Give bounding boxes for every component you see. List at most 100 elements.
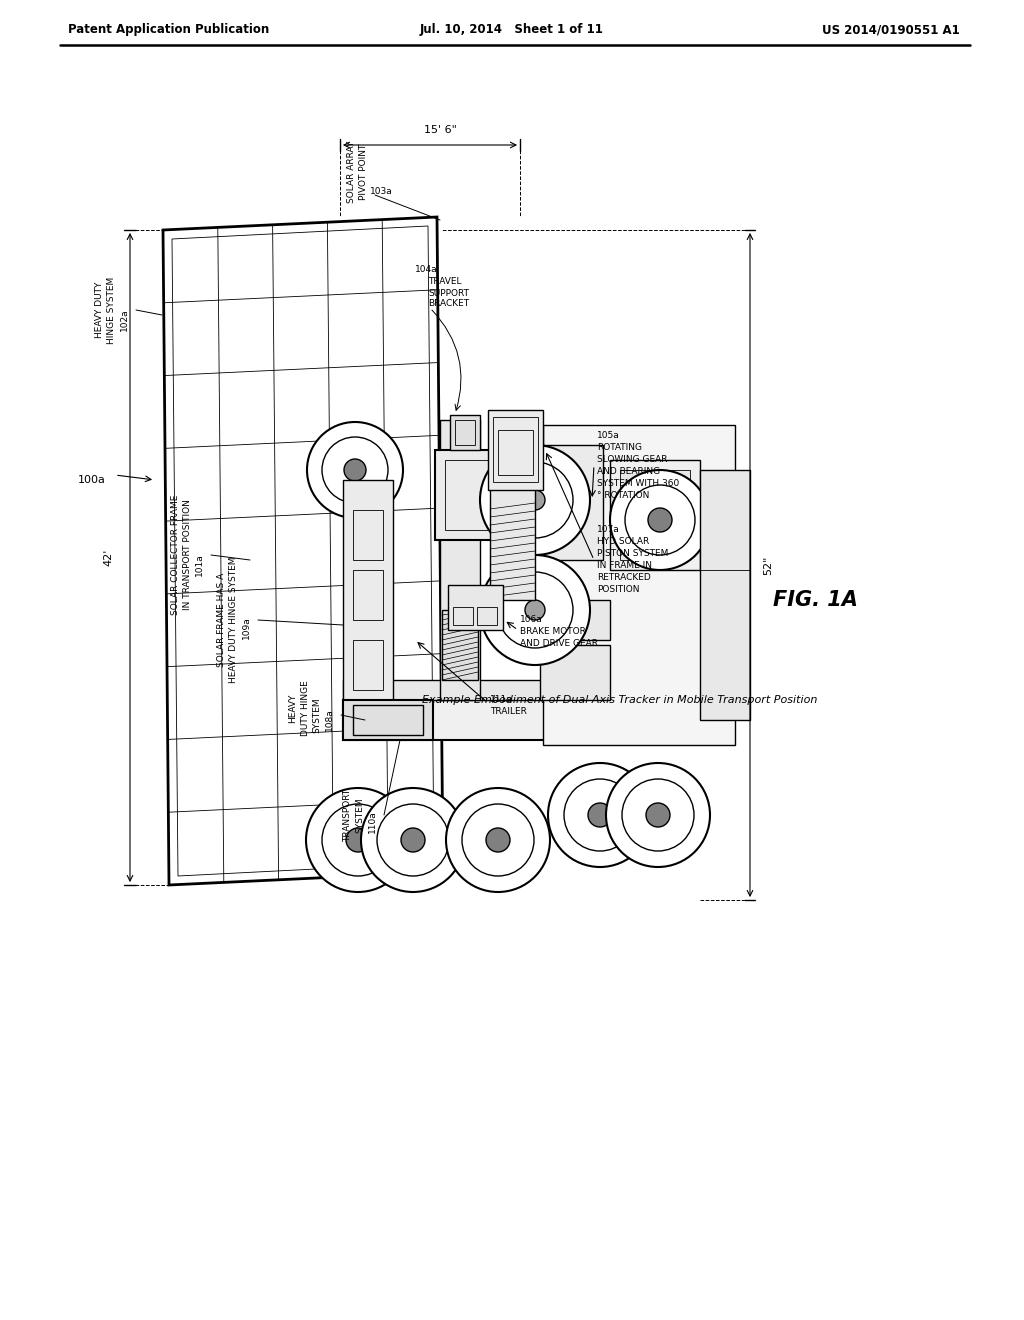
Circle shape (622, 779, 694, 851)
Text: PIVOT POINT: PIVOT POINT (359, 144, 369, 201)
Bar (700, 470, 750, 570)
Circle shape (588, 803, 612, 828)
Bar (353, 705, 423, 735)
Bar (343, 700, 700, 741)
Bar (449, 585, 503, 630)
Text: 108a: 108a (325, 709, 334, 731)
Text: HEAVY: HEAVY (289, 693, 298, 722)
Text: 42': 42' (103, 549, 113, 566)
Circle shape (480, 554, 590, 665)
Text: 110a: 110a (368, 810, 377, 833)
Bar (442, 610, 478, 680)
Text: DUTY HINGE: DUTY HINGE (300, 680, 309, 735)
Bar (440, 420, 480, 700)
Text: SYSTEM: SYSTEM (312, 697, 322, 733)
Bar (610, 459, 700, 570)
Circle shape (548, 763, 652, 867)
Circle shape (606, 763, 710, 867)
Circle shape (377, 804, 449, 876)
Text: ° ROTATION: ° ROTATION (597, 491, 649, 499)
Text: 102a: 102a (120, 309, 128, 331)
Text: AND BEARING: AND BEARING (597, 466, 660, 475)
Circle shape (497, 462, 573, 539)
Text: 100a: 100a (78, 475, 105, 484)
Bar (450, 414, 480, 450)
Circle shape (525, 490, 545, 510)
Text: AND DRIVE GEAR: AND DRIVE GEAR (520, 639, 598, 648)
Text: HINGE SYSTEM: HINGE SYSTEM (108, 276, 117, 343)
Circle shape (401, 828, 425, 851)
Text: HEAVY DUTY HINGE SYSTEM: HEAVY DUTY HINGE SYSTEM (229, 557, 239, 684)
Bar (353, 510, 383, 560)
Text: 101a: 101a (195, 553, 204, 577)
Bar (343, 700, 433, 741)
Text: SUPPORT: SUPPORT (428, 289, 469, 297)
Bar (490, 480, 535, 601)
Text: Patent Application Publication: Patent Application Publication (68, 24, 269, 37)
Text: POSITION: POSITION (597, 586, 640, 594)
Circle shape (486, 828, 510, 851)
Circle shape (344, 459, 366, 480)
Circle shape (610, 470, 710, 570)
Text: SYSTEM WITH 360: SYSTEM WITH 360 (597, 479, 679, 487)
Text: BRAKE MOTOR: BRAKE MOTOR (520, 627, 586, 636)
Text: 15' 6": 15' 6" (424, 125, 457, 135)
Bar (498, 430, 534, 475)
Circle shape (497, 572, 573, 648)
Text: SOLAR COLLECTOR FRAME: SOLAR COLLECTOR FRAME (171, 495, 179, 615)
Bar (540, 645, 610, 700)
Text: Example Embodiment of Dual Axis Tracker in Mobile Transport Position: Example Embodiment of Dual Axis Tracker … (422, 696, 818, 705)
Text: HEAVY DUTY: HEAVY DUTY (95, 281, 104, 338)
Bar (435, 450, 515, 540)
Text: PISTON SYSTEM: PISTON SYSTEM (597, 549, 669, 558)
Bar (700, 470, 750, 719)
Text: 106a: 106a (520, 615, 543, 624)
Text: FIG. 1A: FIG. 1A (773, 590, 858, 610)
Circle shape (322, 437, 388, 503)
Circle shape (625, 484, 695, 554)
Text: SOLAR FRAME HAS A: SOLAR FRAME HAS A (217, 573, 226, 667)
Bar (445, 459, 505, 531)
Circle shape (462, 804, 534, 876)
Text: 52": 52" (763, 556, 773, 574)
Text: IN FRAME IN: IN FRAME IN (597, 561, 652, 570)
Text: TRANSPORT: TRANSPORT (343, 788, 352, 842)
Bar (543, 445, 603, 560)
Text: TRAILER: TRAILER (490, 708, 527, 717)
Text: TRAVEL: TRAVEL (428, 277, 462, 286)
Text: Jul. 10, 2014   Sheet 1 of 11: Jul. 10, 2014 Sheet 1 of 11 (420, 24, 604, 37)
Circle shape (307, 422, 403, 517)
Text: HYD SOLAR: HYD SOLAR (597, 537, 649, 546)
Text: 107a: 107a (597, 525, 620, 535)
Circle shape (525, 601, 545, 620)
Bar (488, 411, 543, 490)
Text: SLOWING GEAR: SLOWING GEAR (597, 454, 668, 463)
Text: SOLAR ARRAY: SOLAR ARRAY (347, 141, 356, 203)
Text: ROTATING: ROTATING (597, 442, 642, 451)
Polygon shape (163, 216, 443, 884)
Text: IN TRANSPORT POSITION: IN TRANSPORT POSITION (182, 499, 191, 610)
Bar (540, 601, 610, 640)
Text: 103a: 103a (370, 187, 393, 197)
Text: 104a: 104a (415, 265, 437, 275)
Text: SYSTEM: SYSTEM (355, 797, 365, 833)
Bar (493, 417, 538, 482)
Circle shape (446, 788, 550, 892)
Text: 111a: 111a (490, 696, 513, 705)
Circle shape (322, 804, 394, 876)
Text: US 2014/0190551 A1: US 2014/0190551 A1 (822, 24, 961, 37)
Bar (543, 425, 735, 744)
Circle shape (646, 803, 670, 828)
Circle shape (648, 508, 672, 532)
Bar (343, 480, 393, 700)
Text: BRACKET: BRACKET (428, 300, 469, 309)
Bar (620, 470, 690, 560)
Bar (343, 680, 700, 700)
Circle shape (361, 788, 465, 892)
Bar (353, 570, 383, 620)
Text: 109a: 109a (242, 616, 251, 639)
Circle shape (564, 779, 636, 851)
Bar (453, 607, 473, 624)
Text: RETRACKED: RETRACKED (597, 573, 650, 582)
Bar (477, 607, 497, 624)
